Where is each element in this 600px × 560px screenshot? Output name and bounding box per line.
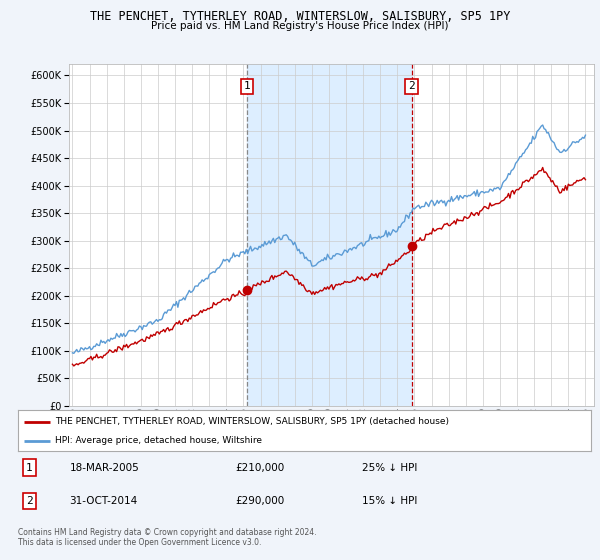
Text: £290,000: £290,000 — [236, 496, 285, 506]
Text: 1: 1 — [26, 463, 33, 473]
Text: THE PENCHET, TYTHERLEY ROAD, WINTERSLOW, SALISBURY, SP5 1PY (detached house): THE PENCHET, TYTHERLEY ROAD, WINTERSLOW,… — [55, 417, 449, 426]
Text: THE PENCHET, TYTHERLEY ROAD, WINTERSLOW, SALISBURY, SP5 1PY: THE PENCHET, TYTHERLEY ROAD, WINTERSLOW,… — [90, 10, 510, 23]
Text: 2: 2 — [408, 81, 415, 91]
Text: £210,000: £210,000 — [236, 463, 285, 473]
Text: Price paid vs. HM Land Registry's House Price Index (HPI): Price paid vs. HM Land Registry's House … — [151, 21, 449, 31]
Text: 25% ↓ HPI: 25% ↓ HPI — [362, 463, 417, 473]
Text: 1: 1 — [244, 81, 250, 91]
Text: HPI: Average price, detached house, Wiltshire: HPI: Average price, detached house, Wilt… — [55, 436, 262, 445]
Text: 18-MAR-2005: 18-MAR-2005 — [70, 463, 139, 473]
Text: 15% ↓ HPI: 15% ↓ HPI — [362, 496, 417, 506]
Text: 2: 2 — [26, 496, 33, 506]
Bar — [247, 64, 412, 406]
Text: Contains HM Land Registry data © Crown copyright and database right 2024.
This d: Contains HM Land Registry data © Crown c… — [18, 528, 317, 547]
Text: 31-OCT-2014: 31-OCT-2014 — [70, 496, 138, 506]
